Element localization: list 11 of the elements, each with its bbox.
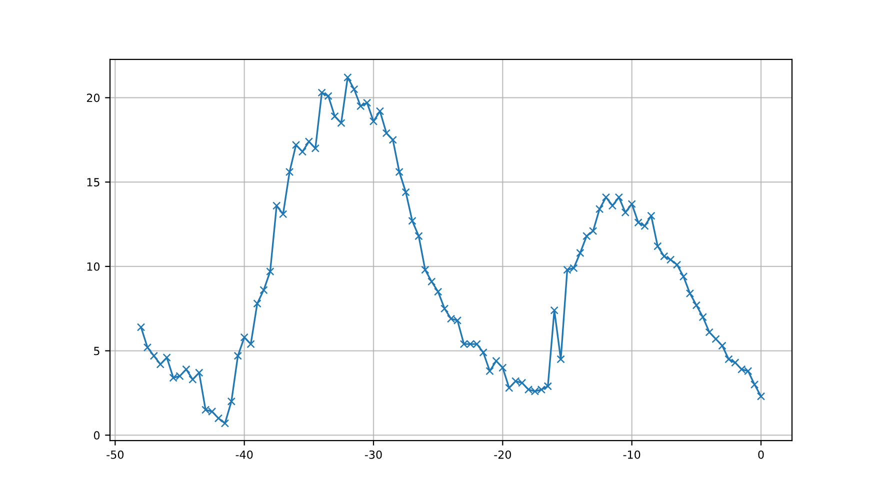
x-tick-label: -50	[106, 450, 124, 459]
y-tick-label: 20	[86, 94, 100, 102]
x-tick-label: -40	[236, 450, 253, 459]
x-tick-label: 0	[758, 450, 764, 459]
x-tick-label: -10	[623, 450, 640, 459]
y-tick-label: 10	[87, 262, 100, 271]
x-tick-label: -20	[494, 450, 512, 459]
x-tick-label: -30	[364, 450, 382, 459]
y-tick-label: 15	[87, 178, 100, 186]
y-tick-label: 0	[94, 431, 100, 440]
y-tick-label: 5	[94, 346, 100, 356]
